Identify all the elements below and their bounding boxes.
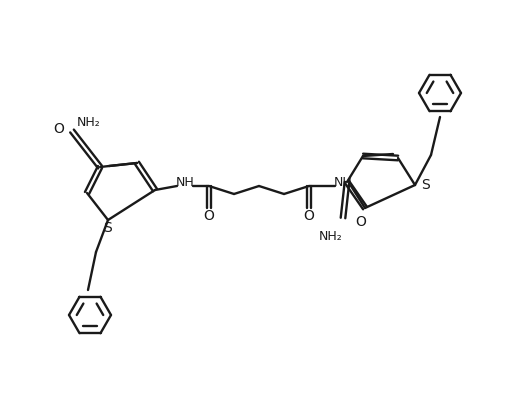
Text: O: O — [303, 209, 314, 223]
Text: O: O — [203, 209, 214, 223]
Text: NH₂: NH₂ — [319, 230, 343, 242]
Text: S: S — [421, 178, 429, 192]
Text: NH₂: NH₂ — [77, 116, 101, 130]
Text: NH: NH — [176, 176, 194, 190]
Text: S: S — [104, 221, 112, 235]
Text: NH: NH — [334, 176, 352, 190]
Text: O: O — [53, 122, 64, 136]
Text: O: O — [356, 215, 366, 229]
